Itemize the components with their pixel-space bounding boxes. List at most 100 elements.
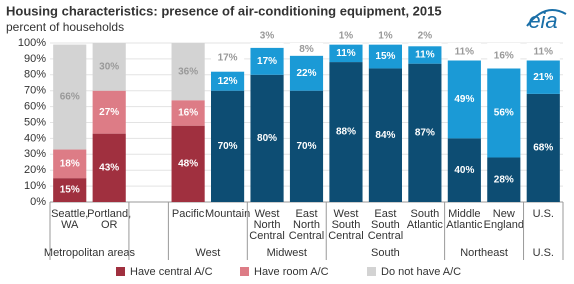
value-label: 15% xyxy=(375,51,395,62)
bar-segment xyxy=(368,44,402,69)
value-label: 17% xyxy=(218,53,238,64)
bar-segment xyxy=(53,149,87,179)
value-label: 49% xyxy=(454,94,474,105)
value-label: 56% xyxy=(494,108,514,119)
value-label: 36% xyxy=(178,66,198,77)
bar-segment xyxy=(526,93,560,202)
bar-segment xyxy=(289,43,324,56)
value-label: 43% xyxy=(99,162,119,173)
x-tick-label: Mountain xyxy=(205,208,250,220)
y-tick-label: 70% xyxy=(24,85,46,97)
value-label: 21% xyxy=(533,72,553,83)
bar-segment xyxy=(92,133,126,202)
value-label: 66% xyxy=(60,92,80,103)
chart-title: Housing characteristics: presence of air… xyxy=(6,3,442,18)
value-label: 16% xyxy=(494,50,514,61)
y-tick-label: 60% xyxy=(24,101,46,113)
group-label: Midwest xyxy=(267,247,307,259)
bar-segment xyxy=(526,43,560,61)
legend-swatch xyxy=(367,267,376,276)
bar-segment xyxy=(211,71,245,91)
x-tick-label: Seattle, WA xyxy=(51,208,88,231)
y-tick-label: 10% xyxy=(24,180,46,192)
value-label: 11% xyxy=(455,46,475,57)
y-tick-label: 0% xyxy=(30,196,46,208)
value-label: 1% xyxy=(378,31,393,42)
y-tick-label: 20% xyxy=(24,164,46,176)
x-tick-label: East North Central xyxy=(289,208,324,242)
value-label: 68% xyxy=(533,143,553,154)
value-label: 8% xyxy=(299,44,314,55)
value-label: 11% xyxy=(534,46,554,57)
value-label: 40% xyxy=(454,165,474,176)
bar-segment xyxy=(368,68,402,202)
x-tick-label: U.S. xyxy=(533,208,554,220)
bar-segment xyxy=(171,125,205,202)
value-label: 70% xyxy=(218,141,238,152)
bar-segment xyxy=(526,60,560,94)
bar-segment xyxy=(447,43,481,61)
legend-label: Have central A/C xyxy=(130,266,213,278)
x-tick-label: Middle Atlantic xyxy=(446,208,483,231)
x-tick-label: South Atlantic xyxy=(407,208,444,231)
bar-segment xyxy=(171,100,205,126)
value-label: 28% xyxy=(494,174,514,185)
value-label: 12% xyxy=(218,76,238,87)
y-tick-label: 80% xyxy=(24,69,46,81)
logo: eia xyxy=(526,8,567,33)
group-label: South xyxy=(371,247,400,259)
bar-segment xyxy=(53,44,87,150)
group-label: West xyxy=(195,247,220,259)
bar-segment xyxy=(250,74,284,202)
x-tick-label: Portland, OR xyxy=(87,208,131,231)
y-tick-label: 100% xyxy=(18,37,46,49)
value-label: 18% xyxy=(60,158,80,169)
bar-segment xyxy=(211,90,245,202)
value-label: 1% xyxy=(339,31,354,42)
value-label: 16% xyxy=(178,108,198,119)
bar-segment xyxy=(408,63,442,202)
value-label: 48% xyxy=(178,158,198,169)
bar-segment xyxy=(408,46,442,64)
legend-swatch xyxy=(116,267,125,276)
bar-segment xyxy=(329,43,363,45)
x-tick-label: East South Central xyxy=(368,208,403,242)
value-label: 22% xyxy=(296,68,316,79)
bar-segment xyxy=(289,90,324,202)
bar-segment xyxy=(289,55,324,91)
x-tick-label: Pacific xyxy=(172,208,205,220)
y-tick-label: 50% xyxy=(24,116,46,128)
bar-segment xyxy=(329,44,363,63)
bar-segment xyxy=(92,43,126,91)
value-label: 70% xyxy=(296,141,316,152)
value-label: 88% xyxy=(336,127,356,138)
bar-segment xyxy=(447,60,481,139)
bar-segment xyxy=(250,43,284,48)
x-tick-label: West South Central xyxy=(328,208,363,242)
bar-segment xyxy=(92,90,126,134)
bar-segment xyxy=(53,178,87,202)
bar-segment xyxy=(487,157,521,202)
y-tick-label: 30% xyxy=(24,148,46,160)
bar-segment xyxy=(487,68,521,158)
legend-swatch xyxy=(240,267,249,276)
value-label: 3% xyxy=(260,31,275,42)
group-label: U.S. xyxy=(533,247,554,259)
group-label: Northeast xyxy=(460,247,508,259)
logo-arc xyxy=(526,9,567,27)
x-tick-label: New England xyxy=(484,208,524,231)
y-axis-label: percent of households xyxy=(6,20,124,34)
value-label: 2% xyxy=(418,31,433,42)
value-label: 27% xyxy=(99,107,119,118)
value-label: 84% xyxy=(375,130,395,141)
value-label: 11% xyxy=(415,50,435,61)
value-label: 17% xyxy=(257,56,277,67)
bar-segment xyxy=(171,43,205,101)
bar-segment xyxy=(368,43,402,45)
legend-label: Do not have A/C xyxy=(381,266,461,278)
value-label: 30% xyxy=(99,61,119,72)
value-label: 87% xyxy=(415,127,435,138)
bar-segment xyxy=(250,47,284,75)
bar-segment xyxy=(447,138,481,202)
